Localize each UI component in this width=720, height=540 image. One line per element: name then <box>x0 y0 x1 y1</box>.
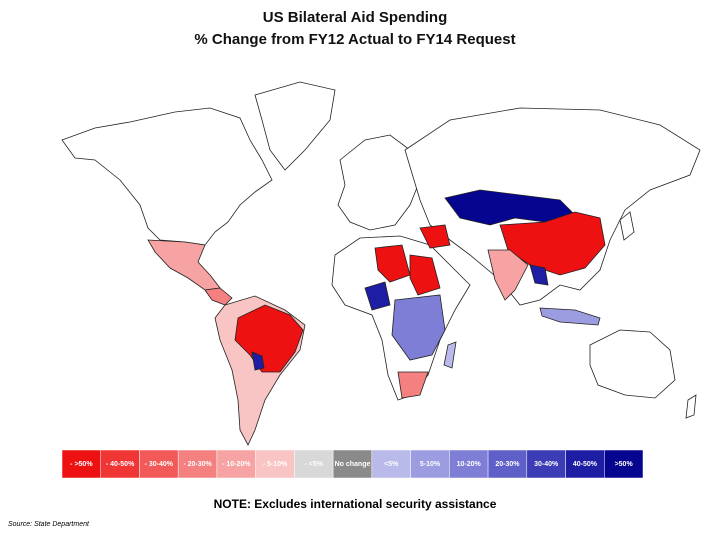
sudan <box>409 254 441 296</box>
legend-label: 5-10% <box>420 461 441 468</box>
world-map <box>61 81 701 446</box>
east-central-africa <box>391 294 446 361</box>
legend-swatch <box>139 449 179 479</box>
australia <box>589 329 676 399</box>
legend-swatch <box>410 449 450 479</box>
legend-label: - <5% <box>305 461 324 468</box>
central-america <box>204 287 233 306</box>
legend-swatch <box>526 449 566 479</box>
west-africa-blue <box>364 281 391 311</box>
note: NOTE: Excludes international security as… <box>214 497 497 511</box>
middle-east <box>419 224 451 249</box>
legend-swatch <box>255 449 295 479</box>
legend-swatch <box>216 449 256 479</box>
legend-label: - >50% <box>70 461 93 468</box>
paraguay <box>251 351 265 371</box>
legend-label: <5% <box>384 461 399 468</box>
greenland <box>254 81 336 171</box>
legend-label: 10-20% <box>457 461 482 468</box>
north-africa-red <box>374 244 411 283</box>
legend-swatch <box>565 449 605 479</box>
legend-label: - 5-10% <box>263 461 288 468</box>
legend-swatch <box>100 449 140 479</box>
legend-label: 40-50% <box>573 461 598 468</box>
title: US Bilateral Aid Spending <box>263 9 447 26</box>
legend-label: - 40-50% <box>106 461 135 468</box>
legend-label: No change <box>335 461 371 468</box>
legend-label: - 20-30% <box>183 461 212 468</box>
legend-swatch <box>487 449 528 479</box>
legend-swatch <box>61 449 101 479</box>
southeast-asia-blue <box>529 264 549 286</box>
legend-label: >50% <box>615 461 634 468</box>
legend-swatch <box>332 449 373 479</box>
madagascar <box>443 341 457 369</box>
source: Source: State Department <box>8 521 90 528</box>
legend-swatch <box>294 449 334 479</box>
legend-label: 20-30% <box>495 461 520 468</box>
legend-swatch <box>449 449 489 479</box>
north-america <box>61 107 273 246</box>
europe <box>337 134 421 231</box>
brazil <box>234 304 304 373</box>
indonesia <box>539 307 601 326</box>
legend-label: - 30-40% <box>145 461 174 468</box>
legend-swatch <box>604 449 644 479</box>
legend: - >50% - 40-50% - 30-40% - 20-30% - 10-20% - … <box>61 449 644 479</box>
subtitle: % Change from FY12 Actual to FY14 Reques… <box>194 31 515 48</box>
legend-label: 30-40% <box>534 461 559 468</box>
legend-swatch <box>371 449 411 479</box>
southern-africa <box>397 371 429 399</box>
mexico <box>147 239 221 291</box>
legend-swatch <box>177 449 218 479</box>
india <box>487 249 529 301</box>
japan <box>619 211 635 241</box>
legend-label: - 10-20% <box>222 461 251 468</box>
new-zealand <box>685 394 697 419</box>
